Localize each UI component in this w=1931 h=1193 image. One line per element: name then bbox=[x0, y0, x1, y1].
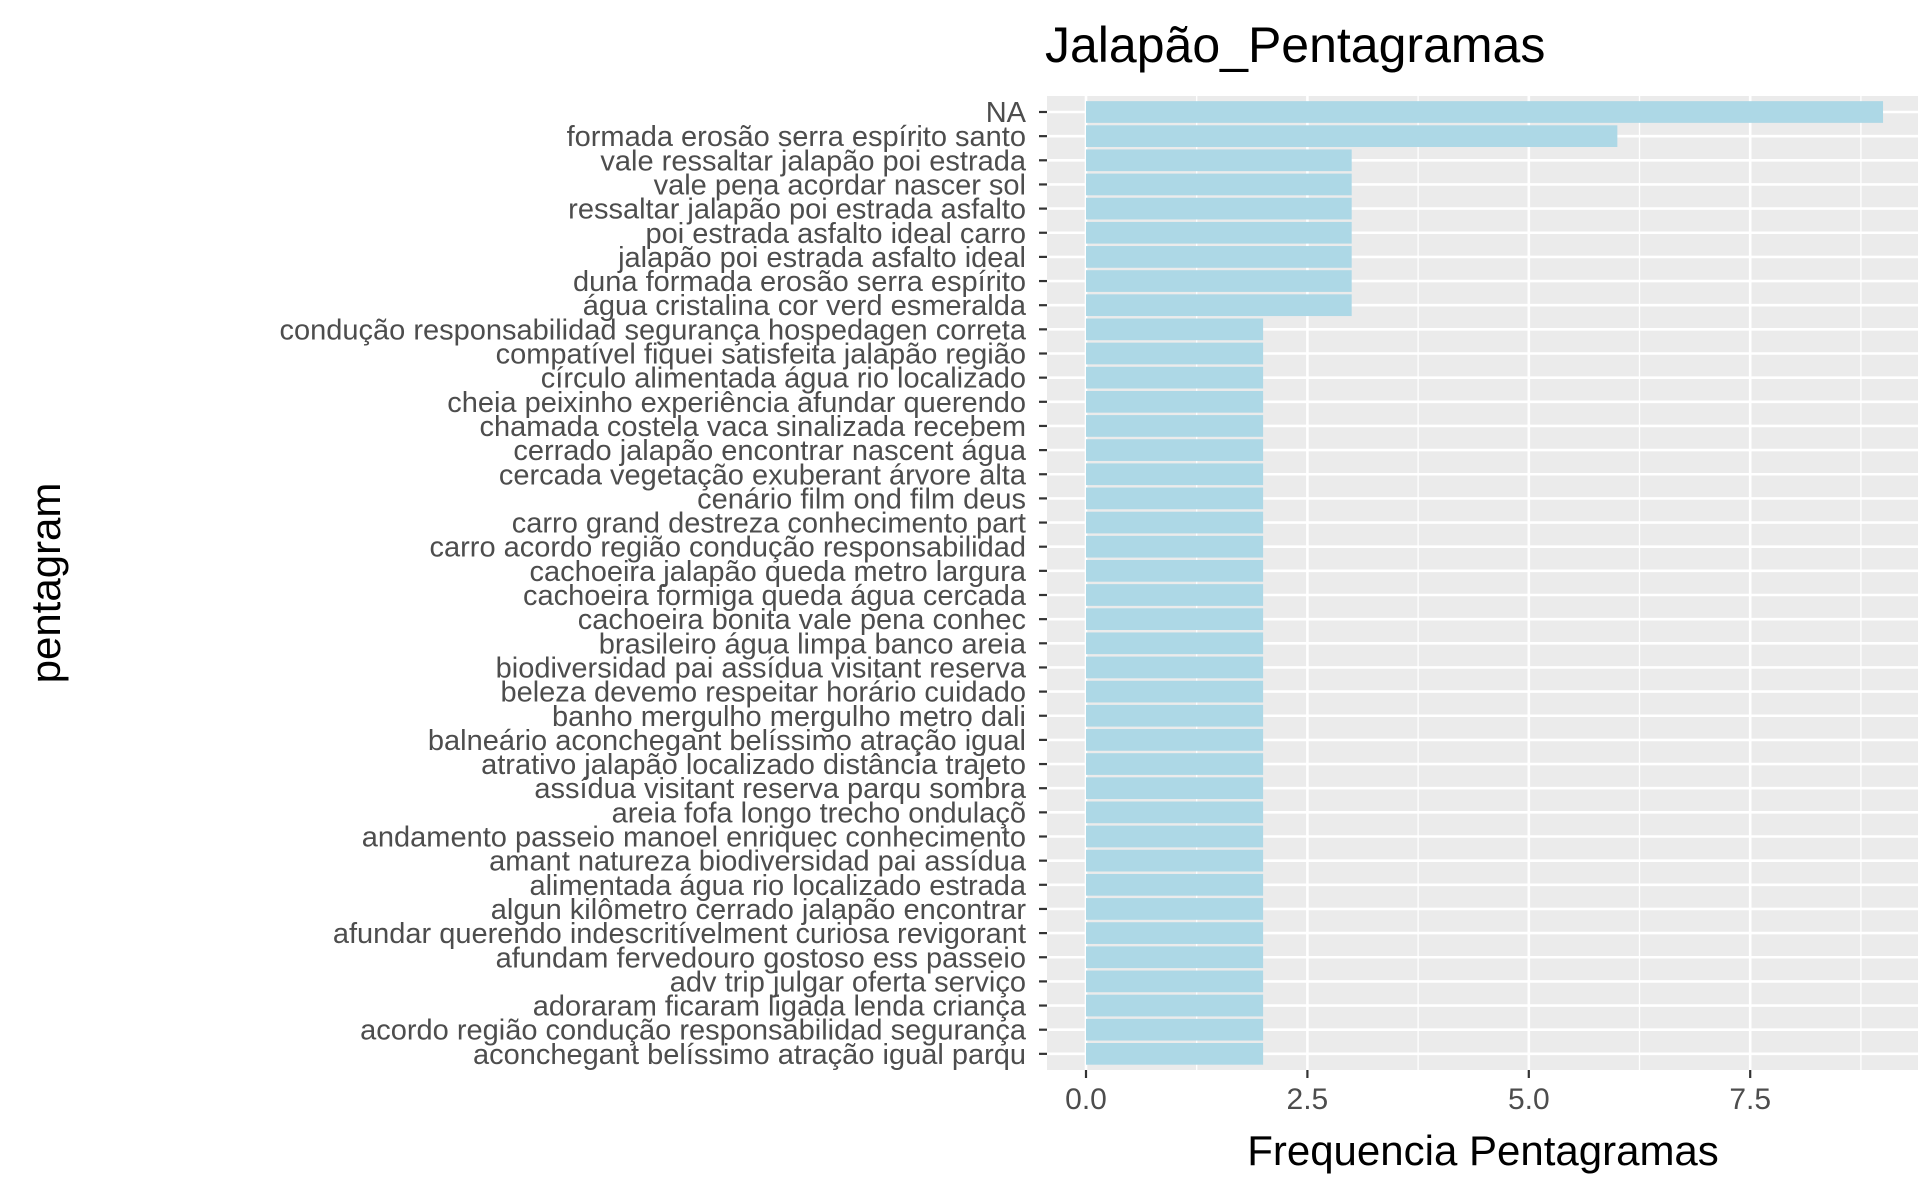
bar bbox=[1086, 535, 1264, 558]
bar bbox=[1086, 294, 1352, 317]
y-tick-label: ressaltar jalapão poi estrada asfalto bbox=[568, 194, 1026, 226]
bar bbox=[1086, 825, 1264, 848]
bar bbox=[1086, 560, 1264, 582]
y-tick-label: aconchegant belíssimo atração igual parq… bbox=[473, 1039, 1026, 1071]
bar bbox=[1086, 246, 1352, 268]
bar bbox=[1086, 149, 1352, 172]
x-tick-label: 0.0 bbox=[1065, 1083, 1107, 1116]
bar bbox=[1086, 753, 1264, 775]
bar bbox=[1086, 608, 1264, 630]
bar bbox=[1086, 318, 1264, 341]
y-tick-label: poi estrada asfalto ideal carro bbox=[646, 218, 1026, 250]
y-tick-label: algun kilômetro cerrado jalapão encontra… bbox=[491, 894, 1027, 926]
chart-title: Jalapão_Pentagramas bbox=[1045, 17, 1545, 73]
y-tick-label: cachoeira bonita vale pena conhec bbox=[578, 604, 1026, 636]
y-tick-label: balneário aconchegant belíssimo atração … bbox=[428, 725, 1026, 757]
y-tick-label: adv trip julgar oferta serviço bbox=[670, 966, 1026, 998]
y-tick-label: brasileiro água limpa banco areia bbox=[599, 628, 1027, 660]
y-tick-label: atrativo jalapão localizado distância tr… bbox=[481, 749, 1026, 781]
y-tick-label: areia fofa longo trecho ondulaçõ bbox=[612, 797, 1026, 829]
bar bbox=[1086, 873, 1264, 896]
bar bbox=[1086, 849, 1264, 872]
y-tick-label: NA bbox=[986, 97, 1027, 129]
bar bbox=[1086, 415, 1264, 437]
bar bbox=[1086, 270, 1352, 292]
y-tick-label: compatível fiquei satisfeita jalapão reg… bbox=[496, 339, 1026, 371]
bar bbox=[1086, 898, 1264, 920]
y-tick-label: biodiversidad pai assídua visitant reser… bbox=[496, 652, 1027, 684]
bar bbox=[1086, 487, 1264, 510]
y-tick-label: círculo alimentada água rio localizado bbox=[541, 363, 1026, 395]
bar bbox=[1086, 584, 1264, 606]
bar bbox=[1086, 801, 1264, 824]
x-tick-label: 5.0 bbox=[1508, 1083, 1550, 1116]
y-tick-label: cachoeira jalapão queda metro largura bbox=[529, 556, 1026, 588]
bar bbox=[1086, 994, 1264, 1017]
y-tick-label: jalapão poi estrada asfalto ideal bbox=[617, 242, 1026, 274]
y-tick-label: adoraram ficaram ligada lenda criança bbox=[533, 991, 1027, 1023]
y-tick-label: água cristalina cor verd esmeralda bbox=[583, 290, 1027, 322]
bar bbox=[1086, 680, 1264, 703]
bar bbox=[1086, 946, 1264, 969]
y-tick-label: cercada vegetação exuberant árvore alta bbox=[499, 459, 1027, 491]
bar bbox=[1086, 1018, 1264, 1041]
bar bbox=[1086, 922, 1264, 944]
bar bbox=[1086, 729, 1264, 751]
bar bbox=[1086, 1043, 1264, 1065]
y-tick-label: cachoeira formiga queda água cercada bbox=[523, 580, 1027, 612]
bar bbox=[1086, 511, 1264, 534]
x-axis-title: Frequencia Pentagramas bbox=[1247, 1127, 1719, 1174]
bar bbox=[1086, 173, 1352, 196]
y-tick-label: cheia peixinho experiência afundar quere… bbox=[447, 387, 1026, 419]
y-tick-label: condução responsabilidad segurança hospe… bbox=[280, 314, 1027, 346]
x-tick-label: 2.5 bbox=[1287, 1083, 1329, 1116]
bar bbox=[1086, 704, 1264, 727]
y-tick-label: vale pena acordar nascer sol bbox=[654, 169, 1026, 201]
bar bbox=[1086, 390, 1264, 413]
x-axis: 0.0 2.5 5.0 7.5 bbox=[1065, 1070, 1771, 1116]
y-tick-label: carro acordo região condução responsabil… bbox=[430, 532, 1027, 564]
y-tick-label: alimentada água rio localizado estrada bbox=[529, 870, 1026, 902]
bar bbox=[1086, 197, 1352, 220]
y-tick-label: carro grand destreza conhecimento part bbox=[512, 508, 1026, 540]
bar bbox=[1086, 125, 1618, 147]
y-tick-label: vale ressaltar jalapão poi estrada bbox=[600, 145, 1026, 177]
bar bbox=[1086, 101, 1884, 123]
x-tick-label: 7.5 bbox=[1729, 1083, 1771, 1116]
y-axis-title: pentagram bbox=[22, 483, 69, 684]
bar bbox=[1086, 366, 1264, 389]
y-tick-label: acordo região condução responsabilidad s… bbox=[360, 1015, 1027, 1047]
y-tick-label: assídua visitant reserva parqu sombra bbox=[534, 773, 1026, 805]
bars bbox=[1086, 101, 1884, 1065]
y-tick-label: cenário film ond film deus bbox=[697, 483, 1026, 515]
bar bbox=[1086, 970, 1264, 993]
bar bbox=[1086, 463, 1264, 486]
bar bbox=[1086, 221, 1352, 244]
y-tick-label: andamento passeio manoel enriquec conhec… bbox=[362, 822, 1026, 854]
y-tick-label: banho mergulho mergulho metro dali bbox=[552, 701, 1026, 733]
bar bbox=[1086, 439, 1264, 461]
bar bbox=[1086, 632, 1264, 655]
y-tick-label: chamada costela vaca sinalizada recebem bbox=[480, 411, 1026, 443]
y-tick-label: formada erosão serra espírito santo bbox=[567, 121, 1026, 153]
y-tick-label: cerrado jalapão encontrar nascent água bbox=[513, 435, 1027, 467]
y-tick-label: afundar querendo indescritívelment curio… bbox=[333, 918, 1026, 950]
bar bbox=[1086, 777, 1264, 800]
y-tick-label: beleza devemo respeitar horário cuidado bbox=[500, 677, 1026, 709]
bar bbox=[1086, 342, 1264, 365]
y-tick-label: duna formada erosão serra espírito bbox=[573, 266, 1026, 298]
bar bbox=[1086, 656, 1264, 679]
y-tick-label: amant natureza biodiversidad pai assídua bbox=[489, 846, 1027, 878]
y-tick-label: afundam fervedouro gostoso ess passeio bbox=[496, 942, 1026, 974]
